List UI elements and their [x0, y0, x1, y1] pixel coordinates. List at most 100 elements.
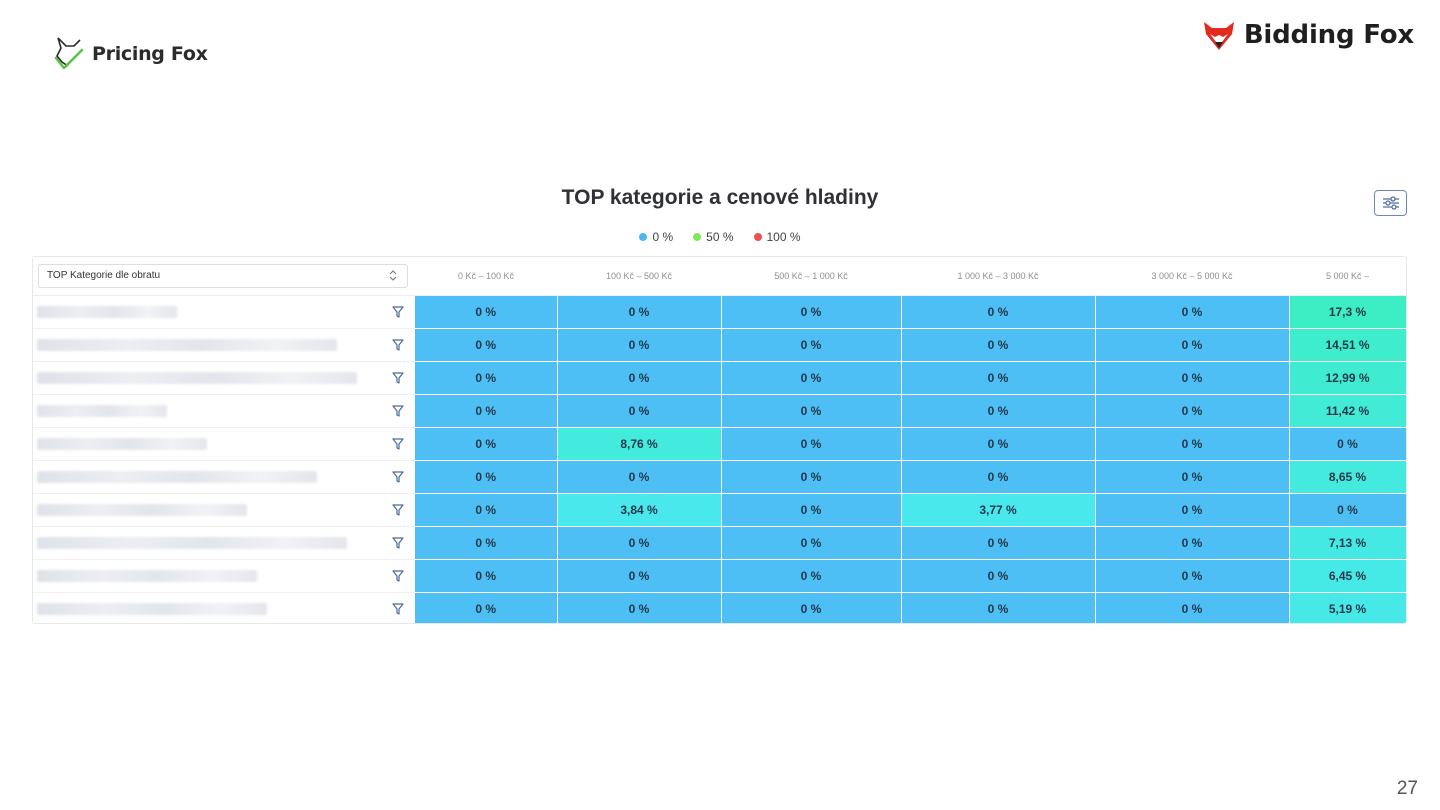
filter-icon[interactable]: [391, 569, 405, 583]
category-cell[interactable]: [33, 526, 415, 560]
heatmap-cell[interactable]: 0 %: [1289, 427, 1406, 461]
heatmap-cell[interactable]: 14,51 %: [1289, 328, 1406, 362]
filter-icon[interactable]: [391, 602, 405, 616]
column-header[interactable]: 5 000 Kč –: [1289, 257, 1406, 296]
filter-icon[interactable]: [391, 437, 405, 451]
redacted-category-name: [37, 404, 167, 417]
heatmap-cell[interactable]: 0 %: [415, 592, 558, 623]
bidding-fox-text: Bidding Fox: [1243, 20, 1414, 50]
legend-label: 0 %: [652, 230, 674, 244]
legend-item-50[interactable]: 50 %: [693, 230, 734, 244]
heatmap-cell[interactable]: 0 %: [901, 394, 1096, 428]
heatmap-cell[interactable]: 0 %: [557, 559, 722, 593]
heatmap-cell[interactable]: 0 %: [901, 526, 1096, 560]
heatmap-cell[interactable]: 0 %: [721, 361, 902, 395]
heatmap-cell[interactable]: 0 %: [721, 592, 902, 623]
category-cell[interactable]: [33, 295, 415, 329]
category-cell[interactable]: [33, 427, 415, 461]
heatmap-cell[interactable]: 0 %: [1095, 295, 1290, 329]
heatmap-cell[interactable]: 0 %: [721, 559, 902, 593]
category-cell[interactable]: [33, 592, 415, 623]
heatmap-cell[interactable]: 0 %: [721, 460, 902, 494]
category-cell[interactable]: [33, 328, 415, 362]
heatmap-cell[interactable]: 0 %: [1289, 493, 1406, 527]
heatmap-cell[interactable]: 0 %: [557, 460, 722, 494]
legend-item-0[interactable]: 0 %: [639, 230, 673, 244]
heatmap-cell[interactable]: 0 %: [415, 295, 558, 329]
heatmap-cell[interactable]: 0 %: [415, 493, 558, 527]
heatmap-cell[interactable]: 0 %: [1095, 559, 1290, 593]
filter-icon[interactable]: [391, 338, 405, 352]
heatmap-cell[interactable]: 3,77 %: [901, 493, 1096, 527]
heatmap-cell[interactable]: 12,99 %: [1289, 361, 1406, 395]
heatmap-cell[interactable]: 17,3 %: [1289, 295, 1406, 329]
heatmap-cell[interactable]: 0 %: [901, 295, 1096, 329]
column-header[interactable]: 100 Kč – 500 Kč: [557, 257, 721, 296]
heatmap-cell[interactable]: 0 %: [721, 394, 902, 428]
heatmap-cell[interactable]: 0 %: [721, 427, 902, 461]
heatmap-cell[interactable]: 0 %: [415, 559, 558, 593]
heatmap-cell[interactable]: 8,76 %: [557, 427, 722, 461]
filter-icon[interactable]: [391, 470, 405, 484]
heatmap-cell[interactable]: 0 %: [721, 493, 902, 527]
heatmap-cell[interactable]: 0 %: [557, 361, 722, 395]
heatmap-cell[interactable]: 0 %: [721, 295, 902, 329]
legend-label: 100 %: [766, 230, 801, 244]
heatmap-cell[interactable]: 0 %: [415, 526, 558, 560]
heatmap-cell[interactable]: 7,13 %: [1289, 526, 1406, 560]
heatmap-cell[interactable]: 6,45 %: [1289, 559, 1406, 593]
category-cell[interactable]: [33, 493, 415, 527]
table-row: 0 % 0 % 0 % 0 % 0 % 11,42 %: [33, 394, 1406, 428]
heatmap-cell[interactable]: 0 %: [1095, 361, 1290, 395]
heatmap-cell[interactable]: 0 %: [415, 460, 558, 494]
heatmap-cell[interactable]: 0 %: [557, 328, 722, 362]
column-header[interactable]: 0 Kč – 100 Kč: [415, 257, 557, 296]
heatmap-cell[interactable]: 0 %: [1095, 427, 1290, 461]
heatmap-cell[interactable]: 0 %: [557, 295, 722, 329]
category-select[interactable]: TOP Kategorie dle obratu: [38, 263, 408, 288]
heatmap-cell[interactable]: 0 %: [415, 328, 558, 362]
heatmap-cell[interactable]: 0 %: [721, 526, 902, 560]
heatmap-cell[interactable]: 8,65 %: [1289, 460, 1406, 494]
heatmap-cell[interactable]: 0 %: [1095, 592, 1290, 623]
heatmap-cell[interactable]: 0 %: [901, 328, 1096, 362]
column-header[interactable]: 1 000 Kč – 3 000 Kč: [901, 257, 1095, 296]
heatmap-cell[interactable]: 5,19 %: [1289, 592, 1406, 623]
heatmap-cell[interactable]: 0 %: [901, 592, 1096, 623]
heatmap-cell[interactable]: 3,84 %: [557, 493, 722, 527]
heatmap-cell[interactable]: 0 %: [557, 526, 722, 560]
category-cell[interactable]: [33, 394, 415, 428]
column-header[interactable]: 3 000 Kč – 5 000 Kč: [1095, 257, 1289, 296]
redacted-category-name: [37, 503, 247, 516]
filter-icon[interactable]: [391, 404, 405, 418]
heatmap-cell[interactable]: 0 %: [415, 427, 558, 461]
category-cell[interactable]: [33, 361, 415, 395]
heatmap-cell[interactable]: 0 %: [1095, 328, 1290, 362]
category-cell[interactable]: [33, 460, 415, 494]
filter-icon[interactable]: [391, 503, 405, 517]
heatmap-cell[interactable]: 0 %: [557, 592, 722, 623]
heatmap-cell[interactable]: 0 %: [721, 328, 902, 362]
table-row: 0 % 0 % 0 % 0 % 0 % 12,99 %: [33, 361, 1406, 395]
filter-icon[interactable]: [391, 536, 405, 550]
settings-button[interactable]: [1374, 190, 1407, 216]
heatmap-cell[interactable]: 0 %: [415, 394, 558, 428]
filter-icon[interactable]: [391, 371, 405, 385]
heatmap-cell[interactable]: 0 %: [415, 361, 558, 395]
column-header[interactable]: 500 Kč – 1 000 Kč: [721, 257, 901, 296]
filter-icon[interactable]: [391, 305, 405, 319]
category-cell[interactable]: [33, 559, 415, 593]
legend-item-100[interactable]: 100 %: [753, 230, 801, 244]
heatmap-cell[interactable]: 0 %: [1095, 493, 1290, 527]
table-row: 0 % 3,84 % 0 % 3,77 % 0 % 0 %: [33, 493, 1406, 527]
heatmap-cell[interactable]: 0 %: [901, 427, 1096, 461]
pricing-fox-icon: [54, 37, 84, 70]
heatmap-cell[interactable]: 0 %: [1095, 460, 1290, 494]
heatmap-cell[interactable]: 0 %: [901, 559, 1096, 593]
heatmap-cell[interactable]: 0 %: [901, 361, 1096, 395]
heatmap-cell[interactable]: 11,42 %: [1289, 394, 1406, 428]
heatmap-cell[interactable]: 0 %: [557, 394, 722, 428]
heatmap-cell[interactable]: 0 %: [901, 460, 1096, 494]
heatmap-cell[interactable]: 0 %: [1095, 394, 1290, 428]
heatmap-cell[interactable]: 0 %: [1095, 526, 1290, 560]
